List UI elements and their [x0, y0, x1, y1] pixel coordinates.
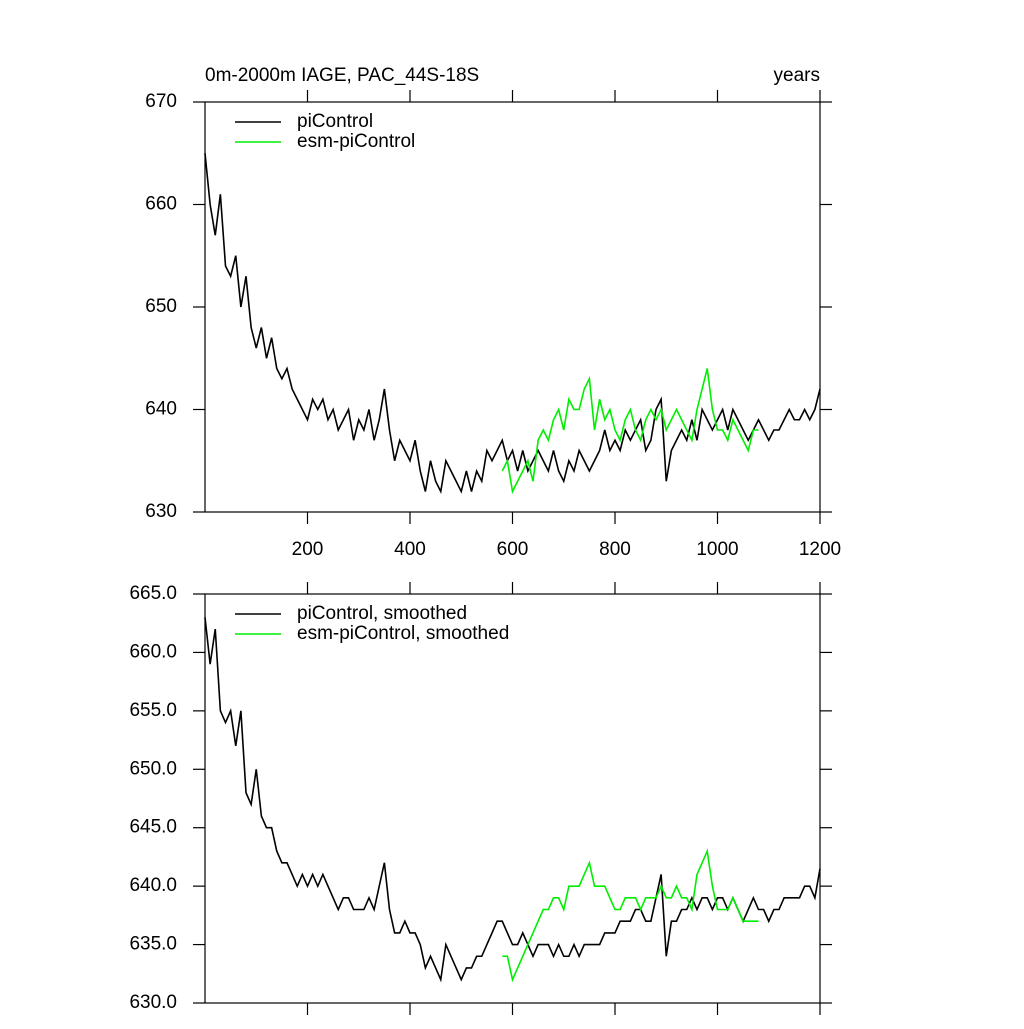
data-line	[204, 153, 821, 495]
legend-label: piControl	[297, 111, 373, 132]
y-tick-label: 670	[145, 91, 177, 112]
y-tick-label: 655.0	[129, 700, 177, 721]
y-tick-label: 640	[145, 399, 177, 420]
x-tick-label: 1000	[696, 539, 738, 560]
y-tick-label: 650	[145, 296, 177, 317]
y-tick-label: 640.0	[129, 875, 177, 896]
y-tick-label: 665.0	[129, 583, 177, 604]
y-tick-label: 635.0	[129, 934, 177, 955]
x-axis-label: years	[774, 65, 820, 86]
y-tick-label: 645.0	[129, 817, 177, 838]
x-tick-label: 200	[292, 539, 324, 560]
x-tick-label: 600	[497, 539, 529, 560]
data-line	[204, 617, 821, 983]
x-tick-label: 400	[394, 539, 426, 560]
x-tick-label: 800	[599, 539, 631, 560]
y-tick-label: 630.0	[129, 992, 177, 1013]
chart-title: 0m-2000m IAGE, PAC_44S-18S	[205, 65, 479, 86]
legend-label: esm-piControl	[297, 131, 415, 152]
legend-label: esm-piControl, smoothed	[297, 623, 509, 644]
y-tick-label: 660.0	[129, 641, 177, 662]
legend-label: piControl, smoothed	[297, 603, 467, 624]
y-tick-label: 630	[145, 501, 177, 522]
x-tick-label: 1200	[799, 539, 841, 560]
data-line	[501, 368, 759, 495]
y-tick-label: 650.0	[129, 758, 177, 779]
data-line	[502, 848, 759, 983]
y-tick-label: 660	[145, 194, 177, 215]
